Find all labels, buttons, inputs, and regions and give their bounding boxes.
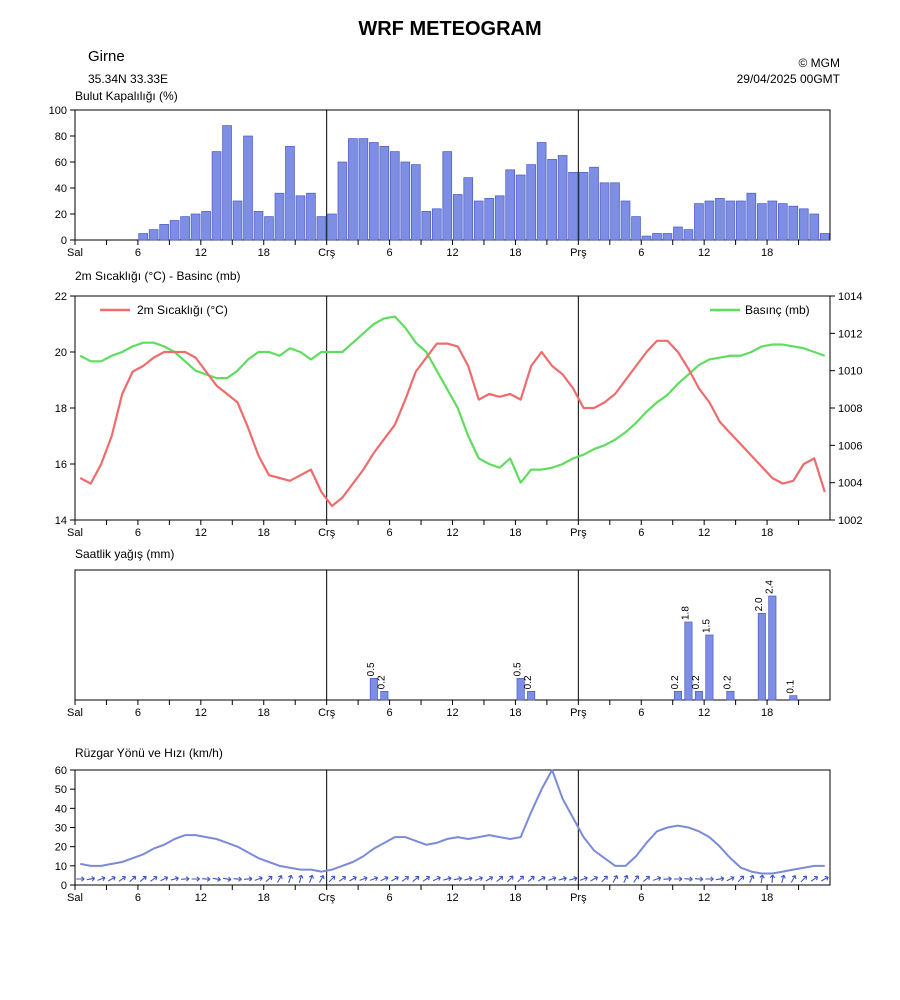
svg-text:1.8: 1.8 (680, 606, 691, 620)
svg-text:60: 60 (55, 765, 67, 777)
svg-text:12: 12 (446, 247, 458, 259)
svg-text:20: 20 (55, 842, 67, 854)
svg-text:1002: 1002 (838, 515, 862, 527)
svg-text:Prş: Prş (570, 707, 587, 719)
svg-text:12: 12 (446, 892, 458, 904)
svg-text:1010: 1010 (838, 366, 862, 378)
svg-text:1.5: 1.5 (701, 619, 712, 633)
svg-text:0.5: 0.5 (513, 662, 524, 676)
svg-text:6: 6 (638, 892, 644, 904)
svg-text:0.2: 0.2 (523, 675, 534, 689)
svg-text:12: 12 (698, 892, 710, 904)
svg-text:Rüzgar Yönü ve Hızı (km/h): Rüzgar Yönü ve Hızı (km/h) (75, 746, 223, 760)
svg-text:6: 6 (387, 892, 393, 904)
svg-text:18: 18 (761, 892, 773, 904)
svg-text:Sal: Sal (67, 247, 83, 259)
svg-text:18: 18 (258, 527, 270, 539)
svg-text:12: 12 (195, 247, 207, 259)
svg-text:0.1: 0.1 (785, 679, 796, 693)
svg-text:6: 6 (135, 892, 141, 904)
svg-text:2m Sıcaklığı (°C): 2m Sıcaklığı (°C) (137, 303, 228, 317)
meteogram-svg: Bulut Kapalılığı (%) Sal 6 12 18 Crş 6 12 18 Prş 6… (0, 0, 900, 1000)
svg-text:12: 12 (446, 527, 458, 539)
svg-text:12: 12 (195, 892, 207, 904)
svg-text:2.0: 2.0 (754, 597, 765, 611)
svg-text:18: 18 (761, 247, 773, 259)
svg-text:12: 12 (195, 527, 207, 539)
svg-text:0: 0 (61, 880, 67, 892)
svg-text:10: 10 (55, 861, 67, 873)
svg-text:Crş: Crş (318, 707, 336, 719)
svg-text:1008: 1008 (838, 403, 862, 415)
svg-text:2m Sıcaklığı (°C) - Basinc (mb: 2m Sıcaklığı (°C) - Basinc (mb) (75, 269, 241, 283)
svg-text:1012: 1012 (838, 328, 862, 340)
svg-text:6: 6 (387, 527, 393, 539)
svg-text:Saatlik yağış (mm): Saatlik yağış (mm) (75, 547, 174, 561)
svg-text:18: 18 (258, 707, 270, 719)
svg-text:6: 6 (638, 527, 644, 539)
svg-text:12: 12 (446, 707, 458, 719)
svg-text:20: 20 (55, 347, 67, 359)
svg-text:Crş: Crş (318, 527, 336, 539)
svg-text:40: 40 (55, 803, 67, 815)
svg-text:0: 0 (61, 235, 67, 247)
svg-text:14: 14 (55, 515, 67, 527)
svg-text:22: 22 (55, 291, 67, 303)
svg-text:Prş: Prş (570, 247, 587, 259)
svg-text:50: 50 (55, 784, 67, 796)
svg-text:80: 80 (55, 131, 67, 143)
svg-text:6: 6 (638, 707, 644, 719)
svg-text:18: 18 (509, 892, 521, 904)
svg-text:60: 60 (55, 157, 67, 169)
svg-text:6: 6 (135, 527, 141, 539)
svg-text:2.4: 2.4 (764, 580, 775, 594)
svg-text:Prş: Prş (570, 892, 587, 904)
svg-text:0.2: 0.2 (670, 675, 681, 689)
svg-text:1014: 1014 (838, 291, 862, 303)
svg-text:Sal: Sal (67, 527, 83, 539)
svg-text:6: 6 (387, 707, 393, 719)
svg-text:20: 20 (55, 209, 67, 221)
svg-text:0.2: 0.2 (722, 675, 733, 689)
svg-text:12: 12 (698, 707, 710, 719)
svg-text:6: 6 (135, 247, 141, 259)
svg-text:0.2: 0.2 (691, 675, 702, 689)
svg-text:0.5: 0.5 (366, 662, 377, 676)
svg-text:1006: 1006 (838, 440, 862, 452)
svg-text:Sal: Sal (67, 892, 83, 904)
svg-text:Crş: Crş (318, 892, 336, 904)
svg-text:1004: 1004 (838, 478, 862, 490)
svg-text:40: 40 (55, 183, 67, 195)
svg-text:18: 18 (761, 527, 773, 539)
svg-text:6: 6 (135, 707, 141, 719)
svg-text:12: 12 (698, 247, 710, 259)
svg-text:6: 6 (638, 247, 644, 259)
svg-text:18: 18 (509, 527, 521, 539)
svg-text:Crş: Crş (318, 247, 336, 259)
svg-text:30: 30 (55, 823, 67, 835)
svg-text:12: 12 (698, 527, 710, 539)
svg-text:18: 18 (55, 403, 67, 415)
svg-text:16: 16 (55, 459, 67, 471)
svg-text:12: 12 (195, 707, 207, 719)
meteogram-page: WRF METEOGRAM Girne 35.34N 33.33E © MGM … (0, 0, 900, 1000)
svg-text:18: 18 (761, 707, 773, 719)
svg-text:18: 18 (258, 247, 270, 259)
svg-text:0.2: 0.2 (376, 675, 387, 689)
svg-text:6: 6 (387, 247, 393, 259)
svg-text:18: 18 (509, 707, 521, 719)
svg-text:Sal: Sal (67, 707, 83, 719)
svg-text:Bulut Kapalılığı (%): Bulut Kapalılığı (%) (75, 89, 178, 103)
svg-text:18: 18 (509, 247, 521, 259)
svg-text:Basınç (mb): Basınç (mb) (745, 303, 810, 317)
svg-text:Prş: Prş (570, 527, 587, 539)
svg-text:100: 100 (49, 105, 67, 117)
svg-text:18: 18 (258, 892, 270, 904)
